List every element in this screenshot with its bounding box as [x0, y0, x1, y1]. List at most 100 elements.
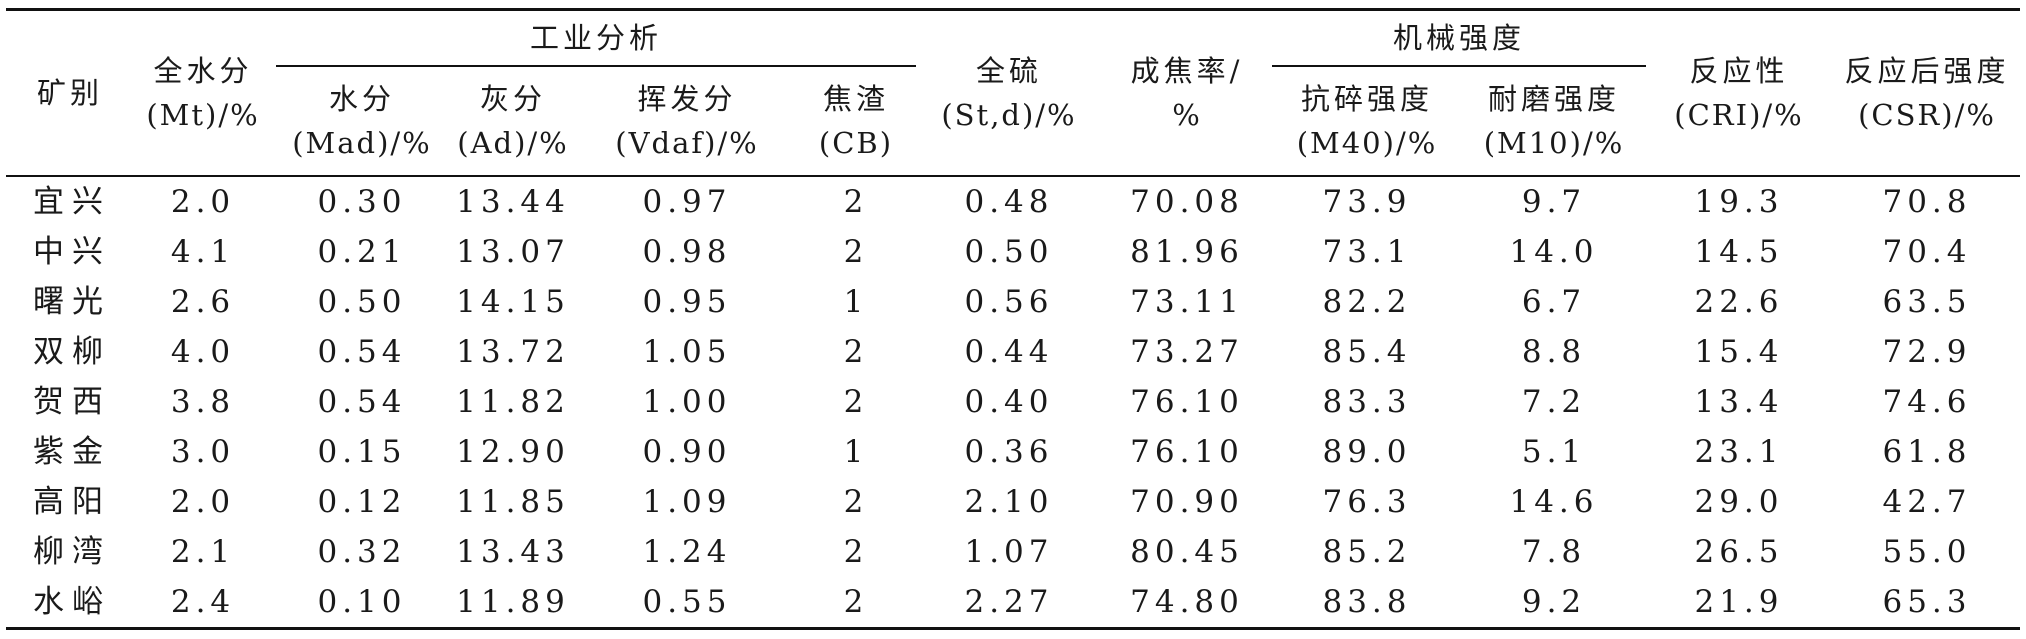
cell-cri: 15.4 [1694, 334, 1784, 370]
cell-std: 0.56 [964, 284, 1054, 320]
cell-vdaf: 0.55 [642, 584, 732, 620]
cell-vdaf: 0.90 [642, 434, 732, 470]
cell-cb: 2 [843, 484, 869, 520]
header-coke-yield: 成焦率/% [1130, 54, 1244, 132]
cell-mad: 0.54 [317, 334, 407, 370]
cell-m10: 6.7 [1521, 284, 1587, 320]
cell-vdaf: 0.98 [642, 234, 732, 270]
cell-m40: 85.2 [1322, 534, 1412, 570]
cell-mad: 0.10 [317, 584, 407, 620]
cell-mt: 2.1 [170, 534, 236, 570]
cell-coke_yield: 73.11 [1130, 284, 1244, 320]
cell-csr: 72.9 [1882, 334, 1972, 370]
cell-std: 0.50 [964, 234, 1054, 270]
cell-std: 1.07 [964, 534, 1054, 570]
group-rule-mechanical-strength [1272, 65, 1646, 67]
cell-coke_yield: 70.08 [1130, 184, 1244, 220]
cell-m40: 73.1 [1322, 234, 1412, 270]
cell-ad: 13.43 [456, 534, 570, 570]
cell-std: 0.48 [964, 184, 1054, 220]
cell-mt: 3.8 [170, 384, 236, 420]
cell-std: 0.36 [964, 434, 1054, 470]
cell-mad: 0.21 [317, 234, 407, 270]
cell-mine-name: 水峪 [33, 584, 111, 620]
cell-m40: 73.9 [1322, 184, 1412, 220]
cell-m40: 82.2 [1322, 284, 1412, 320]
header-m40: 抗碎强度 (M40)/% [1296, 82, 1438, 160]
cell-coke_yield: 76.10 [1130, 384, 1244, 420]
cell-mt: 2.6 [170, 284, 236, 320]
cell-coke_yield: 81.96 [1130, 234, 1244, 270]
top-rule [6, 8, 2020, 11]
cell-ad: 12.90 [456, 434, 570, 470]
cell-mad: 0.15 [317, 434, 407, 470]
cell-mad: 0.50 [317, 284, 407, 320]
cell-mine-name: 贺西 [33, 384, 111, 420]
cell-mine-name: 曙光 [33, 284, 111, 320]
cell-cb: 2 [843, 584, 869, 620]
cell-vdaf: 1.05 [642, 334, 732, 370]
cell-mine-name: 高阳 [33, 484, 111, 520]
cell-cri: 26.5 [1694, 534, 1784, 570]
cell-vdaf: 1.24 [642, 534, 732, 570]
cell-coke_yield: 80.45 [1130, 534, 1244, 570]
header-total-sulfur: 全硫 (St,d)/% [941, 54, 1077, 132]
cell-ad: 14.15 [456, 284, 570, 320]
group-rule-industrial-analysis [276, 65, 916, 67]
cell-m40: 83.3 [1322, 384, 1412, 420]
header-csr: 反应后强度 (CSR)/% [1844, 54, 2010, 132]
cell-mad: 0.54 [317, 384, 407, 420]
cell-vdaf: 0.97 [642, 184, 732, 220]
cell-mine-name: 双柳 [33, 334, 111, 370]
cell-csr: 74.6 [1882, 384, 1972, 420]
cell-vdaf: 0.95 [642, 284, 732, 320]
cell-mt: 4.0 [170, 334, 236, 370]
cell-std: 2.27 [964, 584, 1054, 620]
cell-cb: 2 [843, 334, 869, 370]
cell-mad: 0.32 [317, 534, 407, 570]
cell-std: 0.40 [964, 384, 1054, 420]
bottom-rule [6, 627, 2020, 630]
cell-mine-name: 柳湾 [33, 534, 111, 570]
cell-cb: 1 [843, 284, 869, 320]
cell-cri: 19.3 [1694, 184, 1784, 220]
cell-ad: 13.44 [456, 184, 570, 220]
cell-mt: 4.1 [170, 234, 236, 270]
header-m10: 耐磨强度 (M10)/% [1483, 82, 1625, 160]
cell-cb: 2 [843, 384, 869, 420]
cell-csr: 70.4 [1882, 234, 1972, 270]
header-mine: 矿别 [36, 76, 103, 110]
cell-m10: 5.1 [1521, 434, 1587, 470]
cell-mt: 3.0 [170, 434, 236, 470]
cell-mine-name: 中兴 [33, 234, 111, 270]
cell-m10: 9.2 [1521, 584, 1587, 620]
cell-coke_yield: 70.90 [1130, 484, 1244, 520]
group-header-industrial-analysis: 工业分析 [529, 21, 662, 55]
cell-cb: 2 [843, 184, 869, 220]
cell-csr: 42.7 [1882, 484, 1972, 520]
cell-ad: 11.85 [456, 484, 570, 520]
cell-coke_yield: 74.80 [1130, 584, 1244, 620]
cell-cri: 14.5 [1694, 234, 1784, 270]
cell-mine-name: 紫金 [33, 434, 111, 470]
header-volatile: 挥发分 (Vdaf)/% [615, 82, 759, 160]
cell-m40: 83.8 [1322, 584, 1412, 620]
cell-m40: 85.4 [1322, 334, 1412, 370]
header-moisture: 水分 (Mad)/% [292, 82, 432, 160]
cell-mine-name: 宜兴 [33, 184, 111, 220]
cell-csr: 70.8 [1882, 184, 1972, 220]
cell-vdaf: 1.09 [642, 484, 732, 520]
cell-cb: 2 [843, 534, 869, 570]
cell-std: 0.44 [964, 334, 1054, 370]
cell-ad: 13.07 [456, 234, 570, 270]
cell-m10: 9.7 [1521, 184, 1587, 220]
cell-mt: 2.0 [170, 484, 236, 520]
header-rule [6, 175, 2020, 177]
cell-cb: 1 [843, 434, 869, 470]
group-header-mechanical-strength: 机械强度 [1392, 21, 1525, 55]
cell-m10: 7.8 [1521, 534, 1587, 570]
cell-m10: 14.0 [1509, 234, 1599, 270]
cell-vdaf: 1.00 [642, 384, 732, 420]
cell-cri: 23.1 [1694, 434, 1784, 470]
cell-ad: 13.72 [456, 334, 570, 370]
